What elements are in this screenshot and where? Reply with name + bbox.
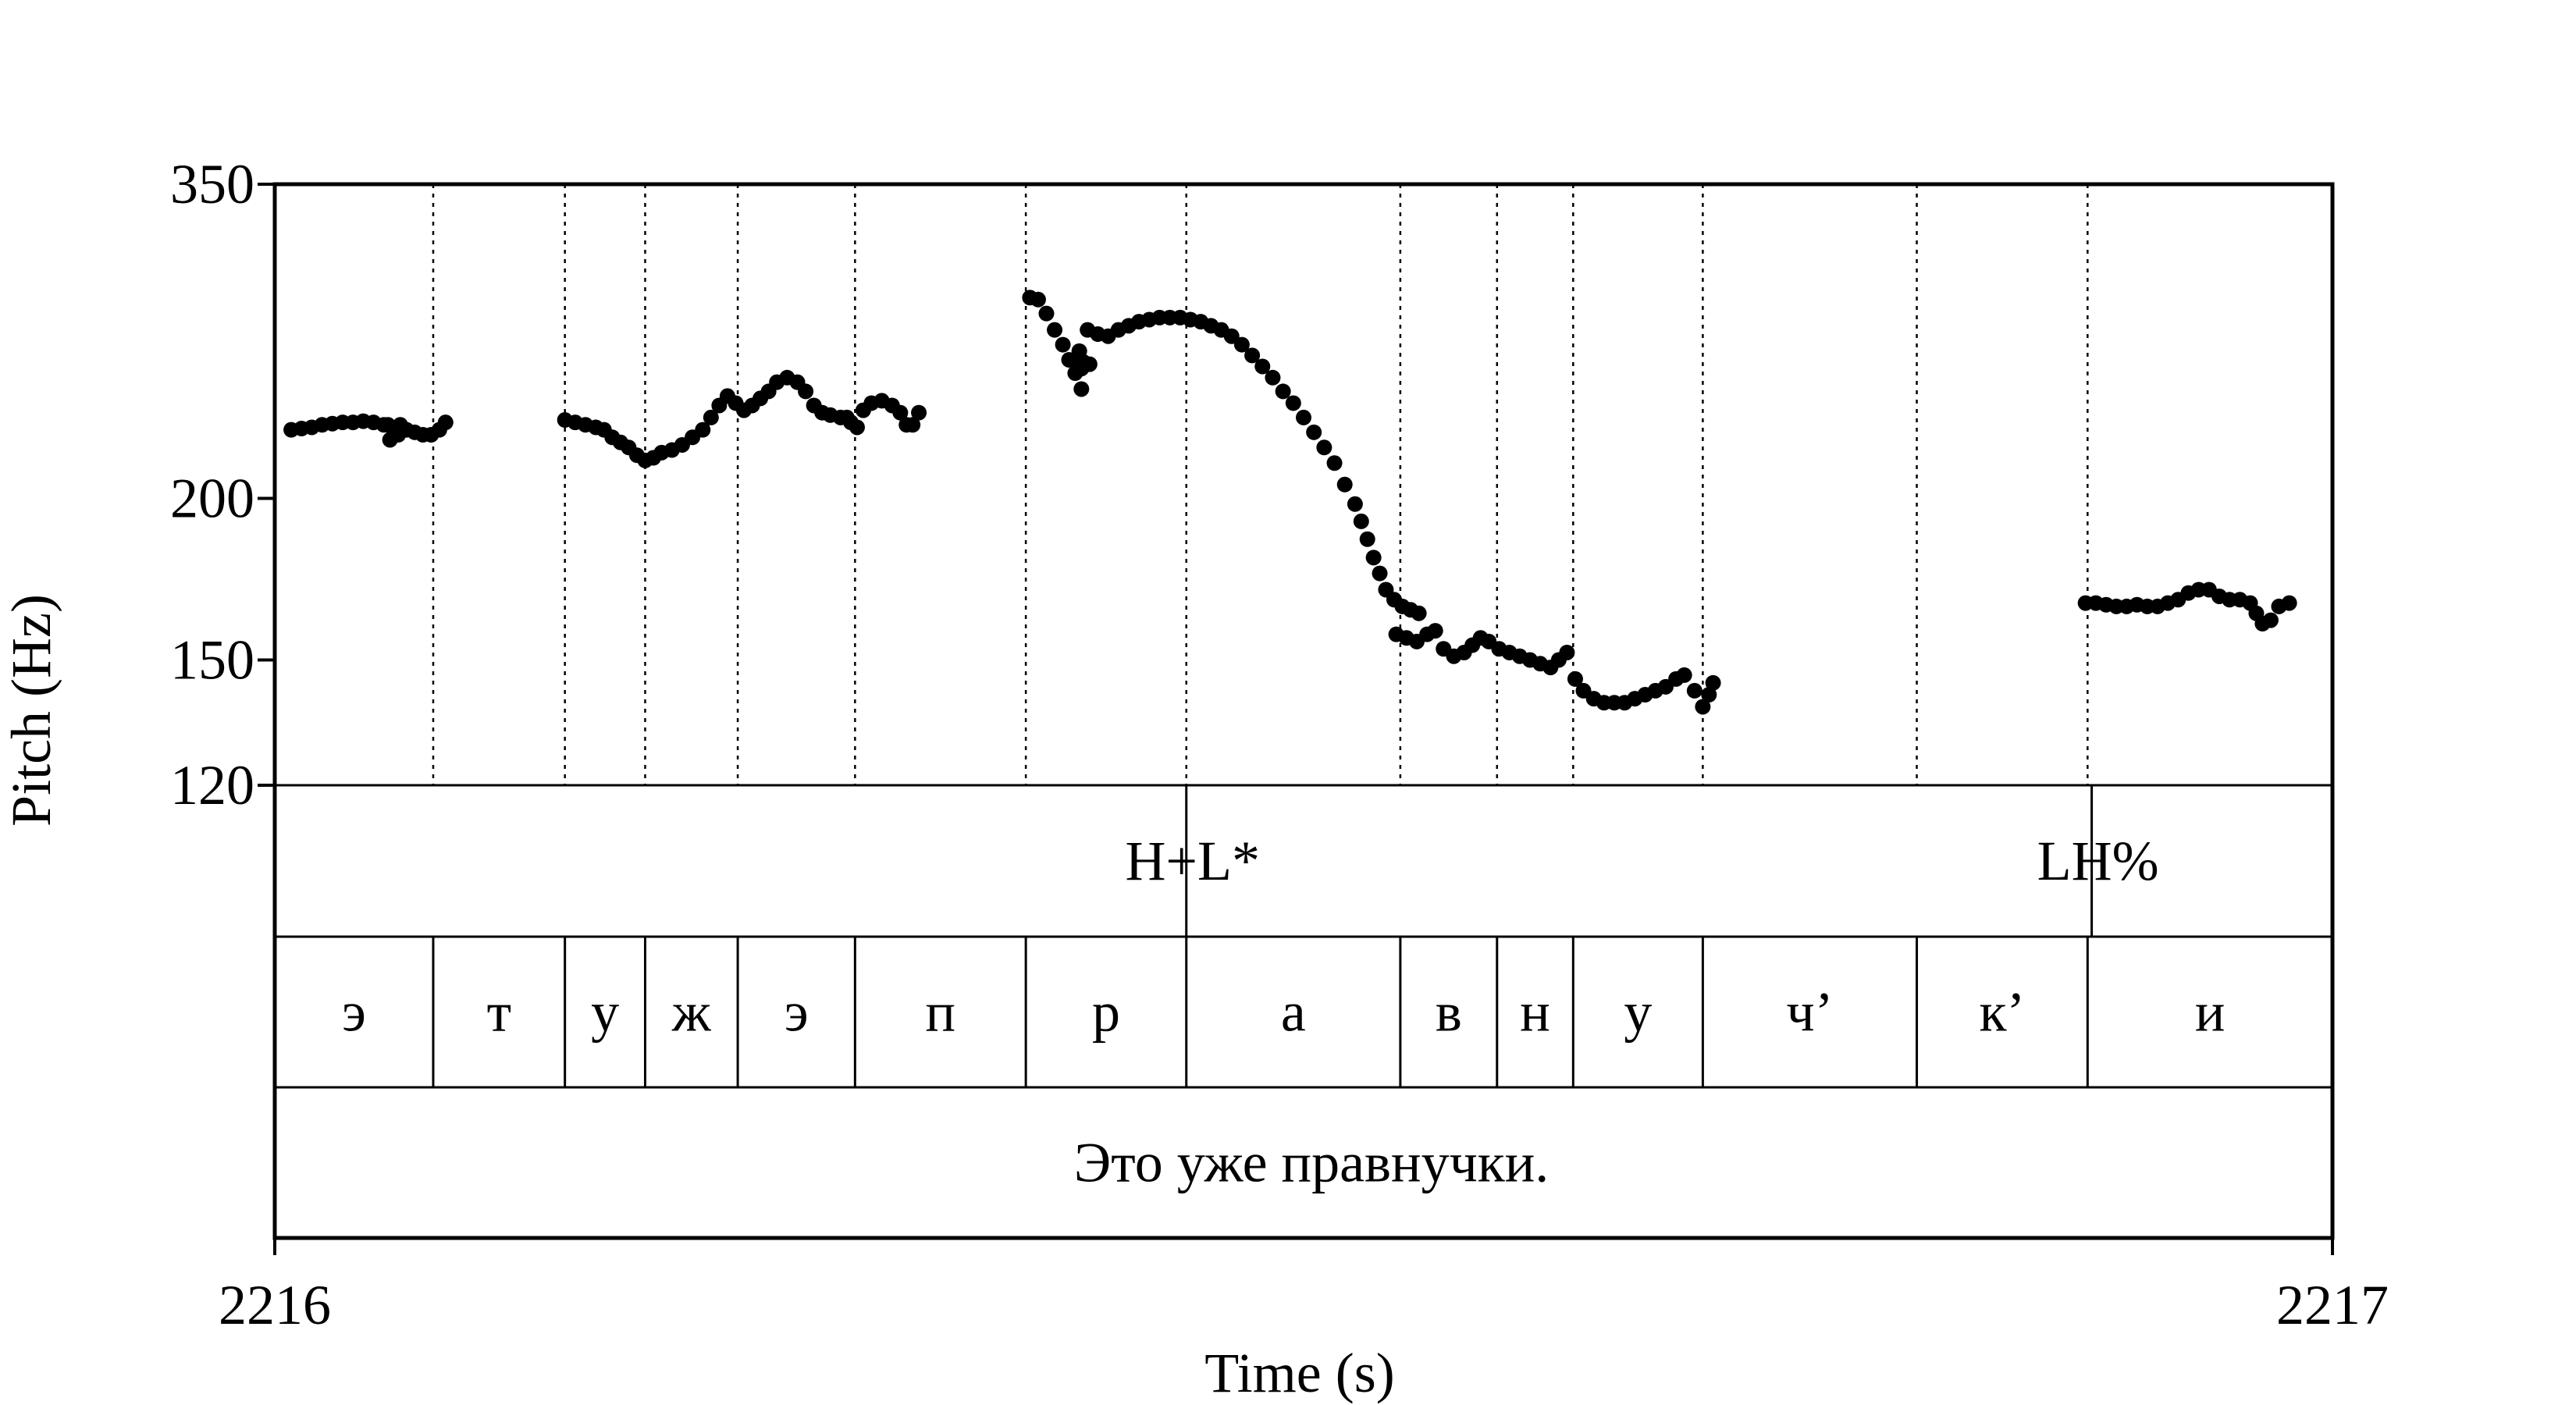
segment-label: а [1281, 981, 1306, 1044]
pitch-point [798, 383, 814, 400]
pitch-point [1567, 670, 1583, 687]
segment-label: п [925, 981, 955, 1044]
pitch-point [1296, 409, 1311, 425]
pitch-point [1326, 455, 1343, 471]
segment-label: и [2195, 981, 2226, 1044]
pitch-point [437, 414, 454, 431]
pitch-point [1306, 424, 1322, 440]
pitch-point [1695, 699, 1711, 715]
segment-label: р [1092, 981, 1120, 1044]
segment-label: ч’ [1786, 981, 1833, 1044]
segment-guides [432, 184, 2089, 785]
pitch-point [911, 404, 927, 421]
pitch-point [1047, 322, 1063, 338]
tone-tier: H+L* LH% [1125, 785, 2159, 937]
pitch-point [1336, 476, 1353, 493]
pitch-point [1030, 291, 1046, 308]
x-axis: 2216 2217 [219, 1238, 2389, 1336]
pitch-point [905, 417, 921, 433]
pitch-point [1254, 358, 1271, 375]
y-tick-label: 200 [170, 468, 254, 530]
pitch-point [892, 404, 909, 421]
y-axis: 120 150 200 350 [170, 153, 275, 816]
pitch-point [1265, 369, 1281, 386]
pitch-point [2281, 595, 2297, 611]
plot-frame [272, 182, 2335, 1240]
pitch-point [1275, 383, 1291, 400]
pitch-point [1316, 439, 1332, 456]
segment-label: т [487, 981, 511, 1044]
pitch-point [390, 427, 407, 443]
pitch-point [1233, 336, 1250, 353]
y-axis-label: Pitch (Hz) [0, 594, 62, 827]
pitch-point [838, 409, 855, 425]
x-axis-label: Time (s) [1204, 1342, 1394, 1404]
segment-label: э [342, 981, 366, 1044]
pitch-point [1285, 395, 1301, 411]
segment-label: ж [671, 981, 712, 1044]
pitch-point [379, 417, 396, 433]
sentence-label: Это уже правнучки. [1074, 1132, 1550, 1194]
y-tick-label: 120 [170, 754, 254, 816]
segment-label: э [785, 981, 809, 1044]
pitch-point [1365, 550, 1382, 566]
tone-label: H+L* [1125, 830, 1260, 892]
pitch-point [1559, 644, 1575, 660]
pitch-point [1353, 513, 1369, 529]
pitch-point [1676, 667, 1692, 683]
pitch-point [1359, 531, 1375, 547]
segment-label: н [1520, 981, 1550, 1044]
pitch-point [2262, 612, 2279, 628]
sentence-tier: Это уже правнучки. [1074, 1132, 1550, 1194]
x-tick-label: 2217 [2276, 1274, 2389, 1336]
pitch-point [1223, 328, 1240, 344]
pitch-point [1075, 354, 1091, 370]
pitch-point [1411, 605, 1427, 621]
pitch-point [849, 419, 865, 436]
segment-tier: э т у ж э п р а в н у ч’ к’ и [342, 937, 2225, 1087]
segment-label: к’ [1979, 981, 2025, 1044]
pitch-point [1686, 682, 1703, 699]
pitch-points [283, 290, 2297, 715]
pitch-point [1347, 496, 1363, 512]
pitch-point [703, 409, 719, 425]
tone-label: LH% [2037, 830, 2159, 892]
pitch-point [1705, 674, 1721, 691]
pitch-point [1061, 351, 1077, 368]
pitch-point [1701, 686, 1717, 702]
pitch-point [1038, 305, 1055, 322]
x-tick-label: 2216 [219, 1274, 331, 1336]
y-tick-label: 150 [170, 628, 254, 691]
pitch-point [1372, 565, 1388, 582]
plot-border [272, 182, 2335, 1240]
pitch-point [695, 422, 711, 438]
segment-label: у [591, 981, 619, 1044]
pitch-point [1073, 381, 1090, 397]
pitch-point [1055, 336, 1071, 353]
y-tick-label: 350 [170, 153, 254, 215]
pitch-point [1427, 623, 1443, 639]
pitch-point [1244, 347, 1261, 364]
segment-label: в [1436, 981, 1462, 1044]
segment-label: у [1624, 981, 1652, 1044]
